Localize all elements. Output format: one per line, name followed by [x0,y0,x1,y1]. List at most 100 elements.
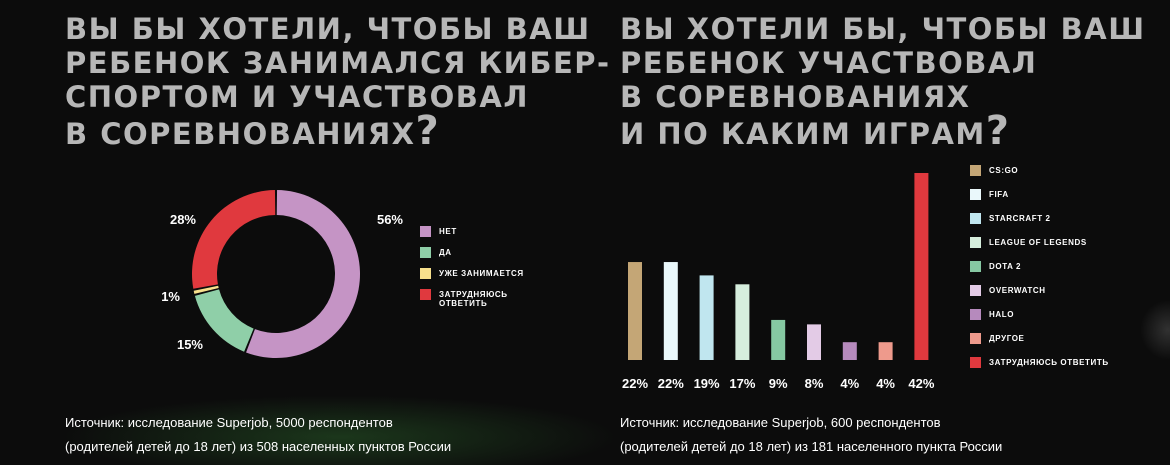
donut-legend-text: НЕТ [439,227,457,236]
bar-value-label: 22% [622,376,648,391]
donut-legend-text: УЖЕ ЗАНИМАЕТСЯ [439,269,524,278]
bar [842,342,857,360]
bar-value-label: 19% [694,376,720,391]
bar-legend-item: ЗАТРУДНЯЮСЬ ОТВЕТИТЬ [970,357,1160,382]
bar [628,262,642,360]
bar-legend-label: DOTA 2 [989,262,1021,271]
bar-legend-text: DOTA 2 [989,262,1022,271]
bar-legend-label: CS:GO [989,166,1018,175]
bar-legend-swatch [970,285,981,296]
bar-chart-title: ВЫ ХОТЕЛИ БЫ, ЧТОБЫ ВАШ РЕБЕНОК УЧАСТВОВ… [620,12,1146,151]
bar-legend-text: ЗАТРУДНЯЮСЬ ОТВЕТИТЬ [989,358,1109,367]
bar [699,275,714,360]
bar-legend-label: FIFA [989,190,1009,199]
title-line-text: И ПО КАКИМ ИГРАМ [620,117,986,151]
bar-legend-item: OVERWATCH [970,285,1160,310]
bar [771,319,786,360]
donut-legend-label: НЕТ [439,227,457,236]
bar-legend-text: CS:GO [989,166,1019,175]
donut-legend-item: ДА [420,247,540,258]
donut-legend-swatch [420,289,431,300]
bar-legend-item: FIFA [970,189,1160,214]
question-mark: ? [985,108,1011,154]
donut-slice-label: 15% [177,337,203,352]
donut-legend-swatch [420,226,431,237]
bar-legend-swatch [970,165,981,176]
bar [878,342,893,360]
donut-slice [194,289,254,352]
bar-legend-text: FIFA [989,190,1009,199]
title-line: РЕБЕНОК УЧАСТВОВАЛ [620,46,1038,80]
bar-legend-item: HALO [970,309,1160,334]
donut-slice [193,285,219,294]
bar-legend-swatch [970,357,981,368]
bar-legend-swatch [970,333,981,344]
donut-chart-panel: ВЫ БЫ ХОТЕЛИ, ЧТОБЫ ВАШ РЕБЕНОК ЗАНИМАЛС… [0,0,609,464]
donut-slice-label: 56% [377,212,403,227]
donut-legend-text: ОТВЕТИТЬ [439,299,488,308]
bar-value-label: 22% [658,376,684,391]
donut-slice [246,190,360,358]
bar-legend-item: STARCRAFT 2 [970,213,1160,238]
donut-legend-item: НЕТ [420,226,540,237]
donut-legend-swatch [420,268,431,279]
bar-legend-label: HALO [989,310,1014,319]
title-line: ВЫ ХОТЕЛИ БЫ, ЧТОБЫ ВАШ [620,12,1146,46]
source-line: Источник: исследование Superjob, 600 рес… [620,415,941,430]
bar [807,324,821,360]
source-line: (родителей детей до 18 лет) из 181 насел… [620,439,1003,454]
bar-legend-item: LEAGUE OF LEGENDS [970,237,1160,262]
donut-slice-label: 1% [161,289,180,304]
bar-chart: 22% 22% 19% 17% 9% 8% 4% 4% 42% [622,173,935,391]
bar-legend-label: ЗАТРУДНЯЮСЬ ОТВЕТИТЬ [989,358,1109,367]
donut-slice [192,190,276,289]
bar-legend: CS:GO FIFA STARCRAFT 2 LEAGUE OF LEGENDS DOT… [970,165,1160,382]
bar-legend-item: CS:GO [970,165,1160,190]
donut-chart-title: ВЫ БЫ ХОТЕЛИ, ЧТОБЫ ВАШ РЕБЕНОК ЗАНИМАЛС… [65,12,611,151]
bar-legend-text: ДРУГОЕ [989,334,1025,343]
donut-legend-item: УЖЕ ЗАНИМАЕТСЯ [420,268,540,279]
donut-legend-swatch [420,247,431,258]
bar-legend-swatch [970,237,981,248]
donut-legend: НЕТ ДА УЖЕ ЗАНИМАЕТСЯ ЗАТРУДНЯЮСЬ ОТВЕТИТЬ [420,226,540,319]
bar-value-label: 4% [840,376,859,391]
background-glow [60,395,620,465]
bar-legend-text: LEAGUE OF LEGENDS [989,238,1087,247]
bar-legend-label: STARCRAFT 2 [989,214,1051,223]
source-line: Источник: исследование Superjob, 5000 ре… [65,415,393,430]
bar-source-note: Источник: исследование Superjob, 600 рес… [620,411,1002,459]
title-line: В СОРЕВНОВАНИЯХ [620,80,971,114]
title-line: СПОРТОМ И УЧАСТВОВАЛ [65,80,529,114]
bar-legend-swatch [970,309,981,320]
title-line: В СОРЕВНОВАНИЯХ? [65,111,611,151]
donut-legend-text: ДА [439,248,452,257]
donut-slice-label: 28% [170,212,196,227]
title-line-text: В СОРЕВНОВАНИЯХ [65,117,416,151]
bar-legend-text: HALO [989,310,1015,319]
bar-value-label: 42% [908,376,934,391]
bar-value-label: 8% [805,376,824,391]
bar-value-label: 9% [769,376,788,391]
background-glow-right [1140,300,1170,360]
bar-legend-label: LEAGUE OF LEGENDS [989,238,1087,247]
bar-legend-swatch [970,213,981,224]
bar-legend-swatch [970,261,981,272]
title-line: И ПО КАКИМ ИГРАМ? [620,111,1146,151]
donut-chart: 56% 15% 1% 28% [161,190,403,358]
donut-legend-text: ЗАТРУДНЯЮСЬ [439,290,508,299]
bar-legend-item: ДРУГОЕ [970,333,1160,358]
bar-value-label: 17% [729,376,755,391]
bar-legend-text: OVERWATCH [989,286,1046,295]
bar [914,173,929,360]
bar-legend-label: ДРУГОЕ [989,334,1025,343]
title-line: ВЫ БЫ ХОТЕЛИ, ЧТОБЫ ВАШ [65,12,591,46]
source-line: (родителей детей до 18 лет) из 508 насел… [65,439,452,454]
bar [735,284,750,360]
bar-legend-label: OVERWATCH [989,286,1046,295]
bar-legend-swatch [970,189,981,200]
question-mark: ? [415,108,441,154]
donut-source-note: Источник: исследование Superjob, 5000 ре… [65,411,451,459]
bar-value-label: 4% [876,376,895,391]
donut-legend-label: УЖЕ ЗАНИМАЕТСЯ [439,269,524,278]
bar-legend-text: STARCRAFT 2 [989,214,1051,223]
